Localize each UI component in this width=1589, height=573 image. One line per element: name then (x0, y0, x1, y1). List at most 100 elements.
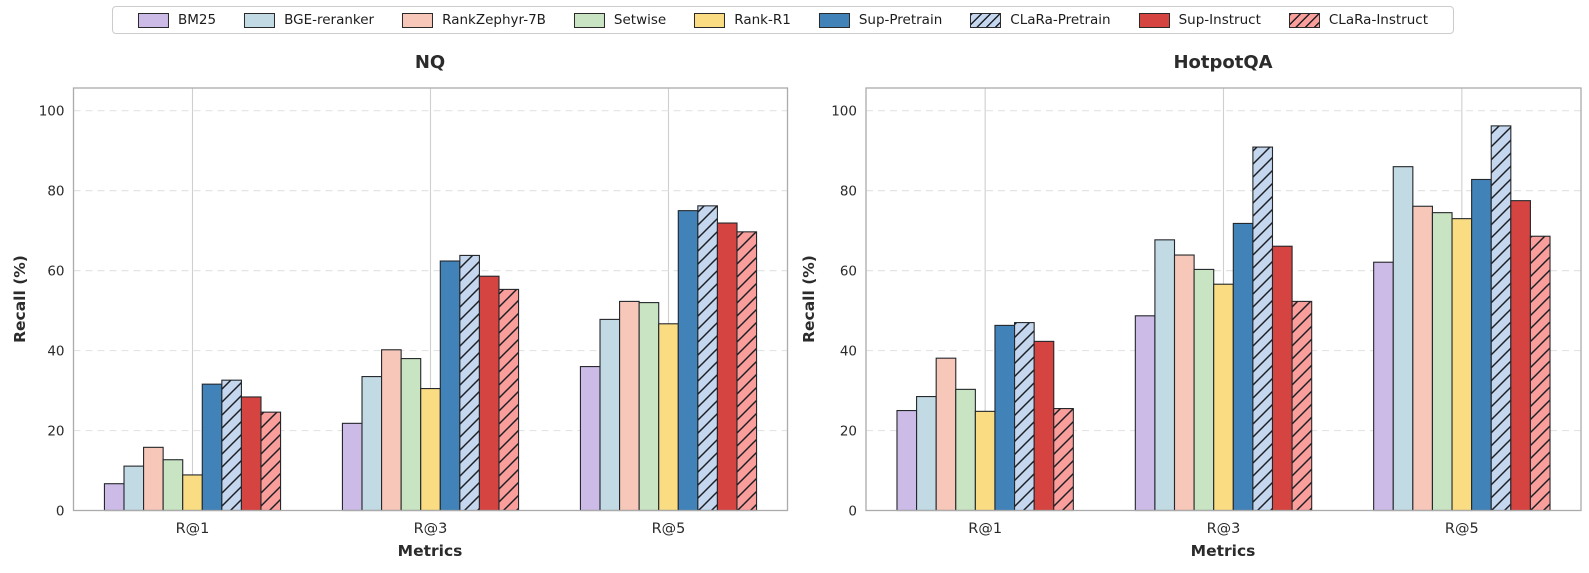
plot-border (72, 87, 789, 512)
legend-label: Sup-Pretrain (858, 12, 943, 28)
y-tick-label: 40 (840, 343, 857, 359)
legend-label: Sup-Instruct (1178, 12, 1261, 28)
y-tick-label: 100 (831, 104, 857, 120)
legend-swatch-clara-pretrain-hatched (970, 12, 1002, 28)
bar-clara-instruct-r-5 (736, 231, 758, 512)
bar-clara-pretrain-r-3 (1252, 146, 1274, 512)
x-axis-label-right: Metrics (1190, 542, 1256, 560)
y-tick-label: 40 (47, 343, 64, 359)
legend-swatch-bm25 (137, 12, 169, 28)
bar-sup-instruct-r-3 (478, 275, 500, 512)
bar-bm25-r-1 (896, 409, 918, 512)
legend-label: Setwise (613, 12, 667, 28)
bar-bm25-r-3 (341, 422, 363, 512)
y-tick-label: 20 (47, 423, 64, 439)
y-tick-label: 100 (39, 104, 65, 120)
y-tick-label: 80 (47, 184, 64, 200)
bar-bge-reranker-r-3 (361, 376, 383, 512)
legend-label: RankZephyr-7B (442, 12, 546, 28)
legend-item-clara-pretrain: CLaRa-Pretrain (970, 12, 1111, 28)
legend-swatch-sup-instruct (1138, 12, 1170, 28)
bar-clara-pretrain-r-1 (221, 379, 242, 512)
y-tick-label: 0 (848, 503, 857, 519)
legend-label: CLaRa-Pretrain (1010, 12, 1111, 28)
bar-setwise-r-5 (638, 302, 660, 512)
bar-clara-pretrain-r-3 (459, 254, 480, 512)
x-tick-label: R@1 (968, 521, 1002, 537)
bar-setwise-r-5 (1431, 212, 1453, 512)
legend-swatch-rankzephyr-7b (402, 12, 434, 28)
bar-bm25-r-5 (1373, 261, 1394, 512)
bar-sup-instruct-r-3 (1271, 245, 1293, 512)
legend-label: Rank-R1 (734, 12, 791, 28)
y-tick-label: 60 (840, 263, 857, 279)
bar-sup-instruct-r-5 (1510, 200, 1531, 512)
bar-sup-pretrain-r-3 (1232, 222, 1254, 512)
plot-border (865, 87, 1582, 512)
y-axis-label-right: Recall (%) (800, 255, 818, 343)
x-tick-label: R@1 (176, 521, 210, 537)
bar-rankzephyr-7b-r-1 (143, 446, 164, 512)
y-tick-label: 0 (56, 503, 65, 519)
bar-bm25-r-3 (1134, 315, 1156, 512)
bar-rank-r1-r-5 (658, 323, 679, 512)
bar-rank-r1-r-3 (420, 388, 441, 512)
legend-item-rankzephyr-7b: RankZephyr-7B (402, 12, 546, 28)
bar-rankzephyr-7b-r-3 (381, 349, 402, 512)
bar-clara-instruct-r-5 (1529, 235, 1551, 512)
x-tick-label: R@5 (1445, 521, 1479, 537)
bar-clara-instruct-r-3 (498, 288, 520, 512)
legend-swatch-bge-reranker (244, 12, 276, 28)
bar-rank-r1-r-1 (182, 474, 203, 512)
bar-sup-pretrain-r-5 (1471, 178, 1492, 512)
legend-item-clara-instruct: CLaRa-Instruct (1288, 12, 1429, 28)
bar-clara-pretrain-r-5 (697, 205, 718, 512)
legend-item-bm25: BM25 (137, 12, 217, 28)
bar-clara-instruct-r-1 (1053, 407, 1074, 512)
bar-rankzephyr-7b-r-5 (1412, 205, 1433, 512)
bar-sup-instruct-r-1 (1033, 340, 1055, 512)
bar-clara-pretrain-r-5 (1490, 125, 1512, 512)
legend-label: BM25 (177, 12, 217, 28)
y-axis-label-left: Recall (%) (11, 255, 29, 343)
bar-clara-instruct-r-1 (260, 411, 282, 512)
x-tick-label: R@3 (1207, 521, 1241, 537)
bar-sup-pretrain-r-1 (201, 383, 223, 512)
x-tick-label: R@3 (414, 521, 448, 537)
bar-bge-reranker-r-5 (599, 318, 621, 512)
bar-rank-r1-r-1 (974, 410, 996, 512)
bar-bm25-r-5 (579, 366, 601, 512)
y-tick-label: 20 (840, 423, 857, 439)
legend-item-bge-reranker: BGE-reranker (244, 12, 374, 28)
bar-bge-reranker-r-5 (1392, 166, 1414, 512)
bar-bm25-r-1 (103, 483, 125, 512)
legend-swatch-setwise (573, 12, 605, 28)
bar-bge-reranker-r-1 (123, 465, 145, 512)
panel-title-nq: NQ (414, 52, 446, 73)
bar-rank-r1-r-5 (1451, 218, 1473, 512)
legend-label: CLaRa-Instruct (1328, 12, 1429, 28)
bar-rankzephyr-7b-r-1 (935, 357, 957, 512)
legend: BM25 BGE-reranker RankZephyr-7B Setwise Rank… (111, 6, 1455, 34)
bar-sup-pretrain-r-1 (994, 324, 1016, 512)
bar-sup-instruct-r-5 (716, 222, 738, 512)
y-tick-label: 60 (47, 263, 64, 279)
legend-swatch-rank-r1 (694, 12, 726, 28)
legend-swatch-sup-pretrain (818, 12, 850, 28)
bar-bge-reranker-r-3 (1154, 239, 1176, 512)
legend-item-sup-pretrain: Sup-Pretrain (818, 12, 943, 28)
panel-title-hotpotqa: HotpotQA (1173, 52, 1273, 73)
bar-bge-reranker-r-1 (916, 396, 937, 512)
panel-hotpotqa: 0 20 40 60 80 100 R@1 R@3 R@5 (831, 87, 1582, 537)
bar-rank-r1-r-3 (1213, 283, 1234, 512)
legend-label: BGE-reranker (284, 12, 375, 28)
bar-sup-pretrain-r-5 (677, 210, 699, 512)
x-axis-label-left: Metrics (397, 542, 463, 560)
bar-setwise-r-1 (955, 388, 976, 512)
panel-nq: 0 20 40 60 80 100 R@1 R@3 R@5 (39, 87, 789, 537)
legend-item-setwise: Setwise (573, 12, 667, 28)
y-tick-label: 80 (840, 184, 857, 200)
bar-sup-pretrain-r-3 (439, 260, 461, 512)
